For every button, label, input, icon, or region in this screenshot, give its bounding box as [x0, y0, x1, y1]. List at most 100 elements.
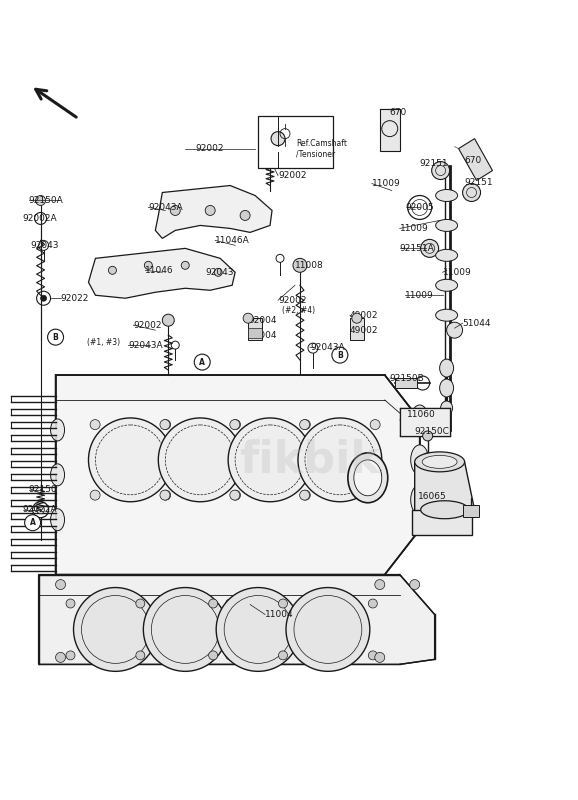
- Circle shape: [55, 652, 65, 662]
- Bar: [380, 109, 400, 150]
- Bar: [400, 408, 450, 436]
- Text: 92002: 92002: [134, 321, 162, 330]
- Polygon shape: [414, 462, 475, 514]
- Circle shape: [136, 651, 145, 660]
- Circle shape: [421, 239, 439, 258]
- Text: 11008: 11008: [295, 261, 324, 270]
- Text: 92043A: 92043A: [310, 342, 344, 352]
- Circle shape: [231, 490, 240, 500]
- Polygon shape: [55, 375, 420, 574]
- Text: 16065: 16065: [418, 492, 446, 502]
- Text: 92151: 92151: [465, 178, 493, 187]
- Circle shape: [299, 490, 310, 500]
- Text: (#1, #3): (#1, #3): [87, 338, 121, 346]
- Text: 51044: 51044: [462, 318, 491, 328]
- Circle shape: [447, 322, 462, 338]
- Circle shape: [209, 651, 218, 660]
- Bar: [350, 318, 364, 340]
- Circle shape: [293, 258, 307, 272]
- Bar: [258, 116, 333, 167]
- Text: 92150B: 92150B: [390, 374, 424, 382]
- Text: 92004: 92004: [248, 330, 277, 340]
- Text: 92043A: 92043A: [149, 203, 183, 212]
- Text: 11046: 11046: [145, 266, 174, 275]
- Circle shape: [25, 514, 40, 530]
- Circle shape: [225, 599, 235, 608]
- Circle shape: [90, 419, 100, 430]
- Circle shape: [40, 295, 47, 302]
- Circle shape: [230, 490, 240, 500]
- Circle shape: [298, 651, 307, 660]
- Text: fikbik: fikbik: [239, 438, 380, 482]
- Bar: [395, 378, 417, 388]
- Text: A: A: [29, 518, 36, 527]
- Circle shape: [214, 268, 222, 276]
- Polygon shape: [412, 510, 472, 534]
- Circle shape: [228, 418, 312, 502]
- Text: 11009: 11009: [405, 290, 434, 300]
- Polygon shape: [155, 186, 272, 238]
- Text: 92043A: 92043A: [128, 341, 163, 350]
- Text: 92170: 92170: [433, 510, 461, 519]
- Circle shape: [231, 419, 240, 430]
- Text: 92022: 92022: [61, 294, 89, 302]
- Circle shape: [298, 418, 382, 502]
- Circle shape: [279, 599, 287, 608]
- Text: 92043: 92043: [205, 268, 234, 277]
- Circle shape: [143, 587, 227, 671]
- Text: B: B: [53, 333, 58, 342]
- Text: 11046A: 11046A: [215, 236, 250, 245]
- Circle shape: [55, 579, 65, 590]
- Circle shape: [47, 329, 64, 345]
- Circle shape: [301, 490, 310, 500]
- Bar: [248, 318, 262, 340]
- Circle shape: [263, 134, 277, 148]
- Circle shape: [162, 314, 175, 326]
- Circle shape: [36, 195, 46, 206]
- Ellipse shape: [422, 455, 457, 468]
- Ellipse shape: [50, 464, 65, 486]
- Ellipse shape: [411, 405, 429, 435]
- Circle shape: [171, 206, 180, 215]
- Circle shape: [368, 599, 377, 608]
- Text: 11009: 11009: [400, 224, 428, 233]
- Text: 92004: 92004: [248, 316, 277, 325]
- Ellipse shape: [421, 501, 469, 518]
- Circle shape: [66, 599, 75, 608]
- Text: Ref.Camshaft
/Tensioner: Ref.Camshaft /Tensioner: [296, 139, 347, 158]
- Text: 92150A: 92150A: [29, 196, 64, 205]
- Circle shape: [299, 419, 310, 430]
- Text: 49002: 49002: [350, 310, 379, 320]
- Circle shape: [161, 419, 171, 430]
- Ellipse shape: [440, 379, 454, 397]
- Text: 92055: 92055: [355, 470, 383, 479]
- Bar: [248, 328, 262, 338]
- Circle shape: [73, 587, 157, 671]
- Circle shape: [301, 419, 310, 430]
- Circle shape: [209, 599, 218, 608]
- Circle shape: [432, 162, 450, 179]
- Circle shape: [156, 599, 165, 608]
- Circle shape: [298, 599, 307, 608]
- Bar: [462, 505, 479, 517]
- Circle shape: [271, 132, 285, 146]
- Circle shape: [109, 266, 116, 274]
- Circle shape: [90, 490, 100, 500]
- Circle shape: [462, 183, 480, 202]
- Circle shape: [230, 419, 240, 430]
- Circle shape: [136, 599, 145, 608]
- Circle shape: [181, 262, 189, 270]
- Circle shape: [88, 418, 172, 502]
- Ellipse shape: [436, 250, 458, 262]
- Text: 92150C: 92150C: [414, 427, 450, 437]
- Ellipse shape: [354, 460, 382, 496]
- Circle shape: [370, 490, 380, 500]
- Ellipse shape: [436, 190, 458, 202]
- Ellipse shape: [50, 419, 65, 441]
- Text: 92002: 92002: [278, 296, 306, 305]
- Circle shape: [161, 490, 171, 500]
- Text: 49002: 49002: [350, 326, 379, 334]
- Text: 92022A: 92022A: [23, 506, 57, 514]
- Ellipse shape: [411, 445, 429, 475]
- Circle shape: [375, 652, 385, 662]
